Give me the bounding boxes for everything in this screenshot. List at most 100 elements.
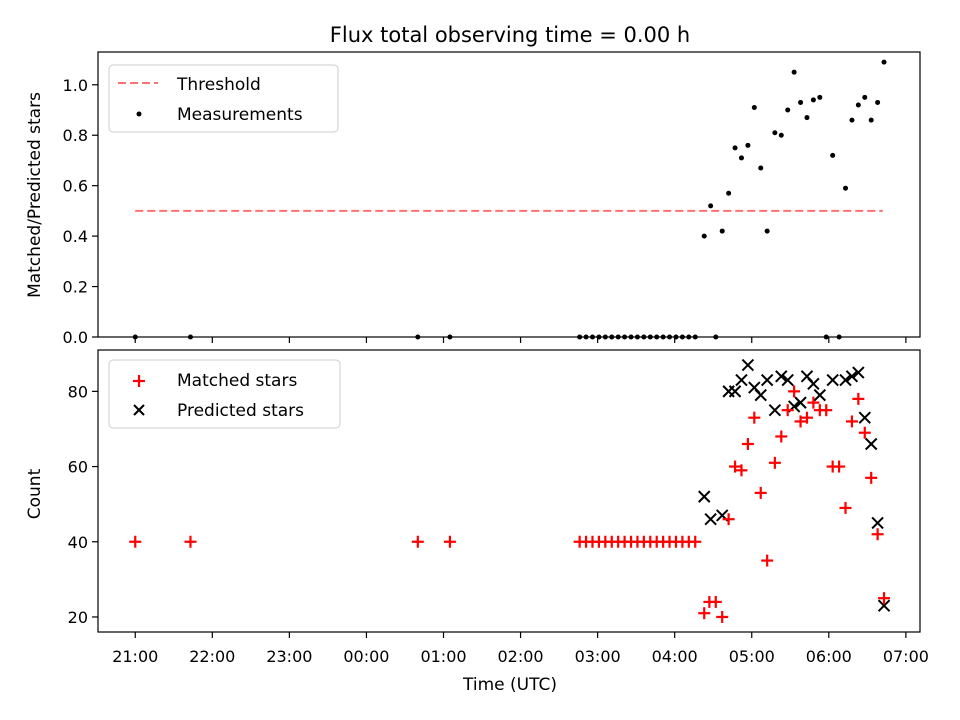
x-tick-label: 06:00 [806, 647, 852, 666]
measurement-point [673, 334, 679, 340]
x-tick-label: 05:00 [729, 647, 775, 666]
top-legend: Threshold Measurements [108, 64, 339, 133]
measurement-point [778, 132, 784, 138]
matched-point [781, 404, 794, 417]
predicted-point [775, 370, 788, 383]
x-tick-label: 23:00 [266, 647, 312, 666]
measurement-point [596, 334, 602, 340]
measurement-point [609, 334, 615, 340]
matched-point [716, 610, 729, 623]
measurement-point [791, 69, 797, 75]
predicted-point [754, 388, 767, 402]
measurement-point [868, 117, 874, 123]
matched-point [871, 528, 884, 541]
predicted-point [781, 373, 794, 387]
measurement-point [667, 334, 673, 340]
matched-point [845, 415, 858, 428]
x-tick-label: 22:00 [189, 647, 235, 666]
bottom-legend-box [108, 359, 341, 429]
measurement-point [862, 94, 868, 100]
matched-point [852, 392, 865, 405]
predicted-legend-swatch [133, 404, 145, 416]
measurement-point [764, 228, 770, 234]
bottom-x-ticks: 21:00 22:00 23:00 00:00 01:00 02:00 03:00 04:00… [112, 632, 929, 666]
measurement-point [654, 334, 660, 340]
measurement-points [132, 59, 887, 340]
top-y-tick-label: 0.4 [63, 227, 88, 246]
matched-point [768, 456, 781, 469]
matched-point [865, 471, 878, 484]
predicted-legend-label: Predicted stars [177, 401, 304, 421]
predicted-point [807, 377, 820, 391]
predicted-point [826, 373, 839, 387]
matched-point [775, 430, 788, 443]
matched-point [698, 607, 711, 620]
measurement-point [660, 334, 666, 340]
x-tick-label: 03:00 [575, 647, 621, 666]
measurement-point [713, 334, 719, 340]
measurement-point [647, 334, 653, 340]
predicted-point [858, 411, 871, 424]
measurement-point [447, 334, 453, 340]
x-tick-label: 00:00 [343, 647, 389, 666]
predicted-point [741, 358, 755, 372]
matched-point [807, 396, 820, 409]
measurement-point [745, 142, 751, 148]
matched-point [761, 554, 774, 567]
matched-point [839, 501, 852, 514]
measurement-point [701, 233, 707, 239]
predicted-point [735, 373, 748, 387]
top-y-tick-label: 0.8 [63, 126, 88, 145]
matched-point [858, 426, 871, 439]
measurement-point [817, 94, 823, 100]
matched-point [443, 535, 456, 548]
matched-point [129, 535, 142, 548]
measurement-point [583, 334, 589, 340]
measurements-legend-label: Measurements [177, 105, 303, 125]
measurement-point [836, 334, 842, 340]
measurement-point [804, 115, 810, 121]
predicted-point [698, 490, 711, 503]
matched-point [722, 513, 735, 526]
measurement-point [751, 104, 757, 110]
measurement-point [187, 334, 193, 340]
measurement-point [132, 334, 138, 340]
matched-legend-label: Matched stars [177, 371, 297, 391]
bottom-y-tick-label: 60 [68, 458, 88, 477]
x-tick-label: 07:00 [883, 647, 929, 666]
measurement-point [881, 59, 887, 65]
top-axes-frame [97, 51, 921, 338]
measurement-point [602, 334, 608, 340]
matched-point [878, 592, 891, 605]
measurement-point [622, 334, 628, 340]
bottom-y-tick-label: 20 [68, 608, 88, 627]
matched-point [800, 411, 813, 424]
measurement-point [692, 334, 698, 340]
measurement-point [772, 130, 778, 136]
measurement-point [641, 334, 647, 340]
measurement-point [855, 102, 861, 108]
matched-legend-swatch [133, 375, 145, 387]
measurement-point [823, 334, 829, 340]
matched-point [748, 411, 761, 424]
top-x-ticks [134, 337, 907, 343]
bottom-y-ticks: 20 40 60 80 [68, 382, 98, 627]
measurement-point [615, 334, 621, 340]
x-tick-label: 21:00 [112, 647, 158, 666]
measurement-point [830, 152, 836, 158]
matched-point [689, 535, 702, 548]
predicted-point [768, 403, 782, 417]
measurement-point [719, 228, 725, 234]
measurement-point [849, 117, 855, 123]
bottom-panel: 20 40 60 80 21:00 22:00 23:00 00:00 01:00 02:00 0… [25, 349, 929, 695]
predicted-point [845, 370, 859, 383]
matched-point [729, 460, 742, 473]
predicted-point [728, 385, 742, 398]
x-axis-label: Time (UTC) [462, 675, 557, 695]
predicted-point [852, 366, 865, 379]
predicted-point [877, 599, 891, 612]
chart-title: Flux total observing time = 0.00 h [330, 23, 690, 47]
matched-point [411, 535, 424, 548]
measurement-point [798, 99, 804, 105]
